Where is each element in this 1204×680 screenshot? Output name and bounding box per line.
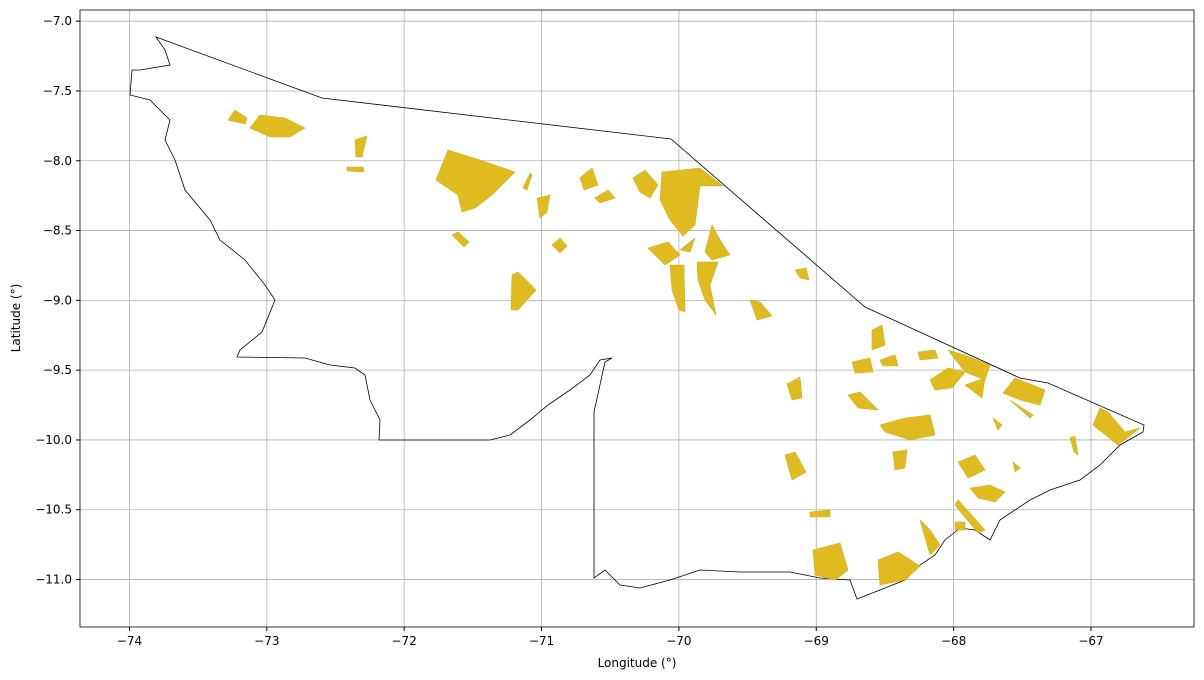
patch: [871, 324, 886, 351]
patch: [647, 241, 681, 266]
patch: [847, 391, 879, 411]
x-axis-label: Longitude (°): [598, 656, 677, 670]
patch: [877, 551, 921, 586]
patch: [812, 542, 849, 581]
patch: [879, 354, 899, 367]
patch: [954, 521, 966, 531]
patch: [1009, 399, 1034, 419]
patch: [346, 166, 365, 173]
patch: [919, 518, 941, 556]
patch: [435, 149, 516, 213]
y-tick-label: −10.5: [35, 503, 72, 517]
x-tick-label: −67: [1078, 634, 1103, 648]
patch: [451, 231, 470, 248]
patch: [1012, 461, 1021, 473]
patch: [992, 417, 1003, 431]
patch: [879, 414, 936, 441]
y-tick-label: −9.0: [43, 293, 72, 307]
patch: [632, 169, 659, 199]
y-axis-label: Latitude (°): [9, 284, 23, 353]
patch: [947, 349, 991, 381]
patch: [954, 499, 986, 534]
patch: [354, 135, 368, 158]
patch: [786, 376, 803, 401]
x-tick-label: −69: [804, 634, 829, 648]
patch: [929, 367, 966, 391]
x-tick-label: −73: [254, 634, 279, 648]
patch: [227, 109, 248, 125]
patch: [1002, 377, 1046, 406]
x-tick-label: −74: [117, 634, 142, 648]
patch: [851, 357, 874, 374]
y-tick-label: −8.0: [43, 154, 72, 168]
patch: [659, 167, 724, 237]
x-tick-label: −68: [941, 634, 966, 648]
patch: [536, 194, 551, 219]
y-tick-label: −9.5: [43, 363, 72, 377]
patch: [964, 377, 986, 399]
patch: [679, 237, 696, 253]
patch: [551, 237, 568, 254]
patch: [794, 267, 810, 281]
grid-layer: [80, 10, 1194, 627]
x-tick-label: −72: [392, 634, 417, 648]
patch: [917, 349, 939, 361]
plot-frame: [79, 9, 1195, 628]
state-outline: [129, 36, 1145, 600]
patch: [809, 509, 831, 518]
patch: [892, 449, 908, 471]
patch: [1092, 407, 1141, 446]
patch: [594, 189, 616, 204]
y-tick-label: −7.5: [43, 84, 72, 98]
y-tick-label: −10.0: [35, 433, 72, 447]
patch: [957, 454, 986, 479]
x-tick-label: −70: [666, 634, 691, 648]
patch: [249, 114, 306, 138]
patches: [227, 109, 1141, 586]
patch: [522, 172, 533, 191]
patch: [784, 451, 807, 481]
y-tick-label: −7.0: [43, 14, 72, 28]
patch: [704, 224, 731, 261]
patch: [1069, 435, 1079, 456]
x-tick-label: −71: [529, 634, 554, 648]
patch: [749, 299, 773, 321]
patch: [696, 261, 719, 316]
patch: [969, 484, 1006, 503]
patch: [579, 167, 599, 191]
patch: [510, 271, 537, 311]
patch: [669, 264, 686, 313]
y-tick-label: −11.0: [35, 573, 72, 587]
y-tick-label: −8.5: [43, 224, 72, 238]
